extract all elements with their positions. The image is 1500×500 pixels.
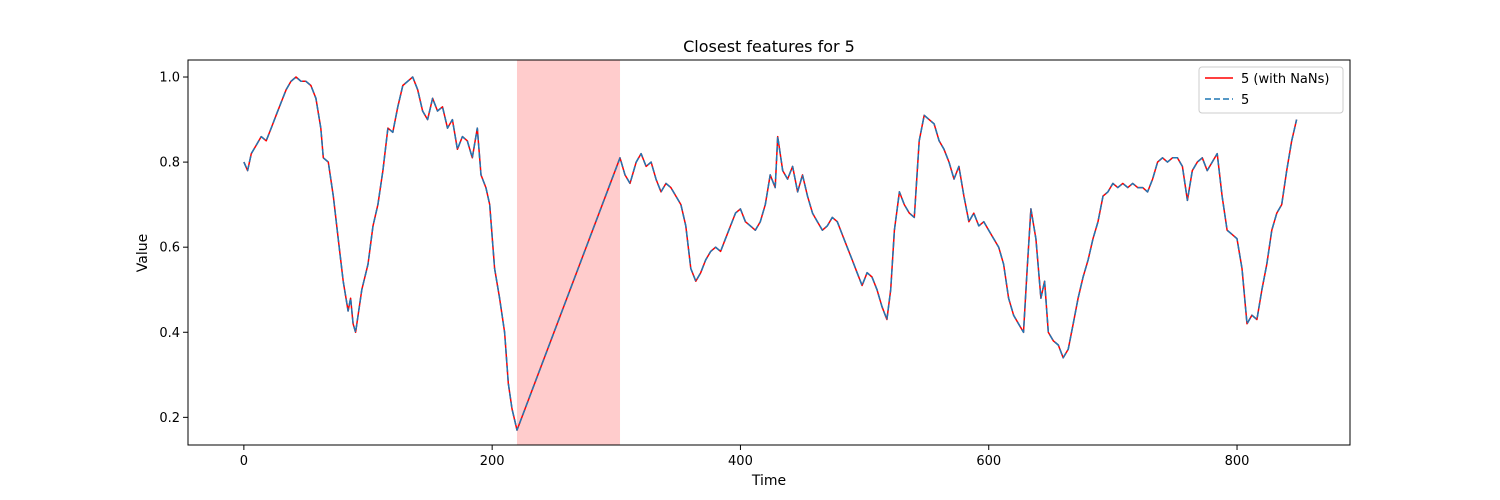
y-tick-label: 1.0 (159, 71, 180, 86)
x-tick-label: 800 (1225, 454, 1250, 469)
chart-title: Closest features for 5 (683, 37, 855, 56)
x-axis-ticks: 0 200 400 600 800 (240, 445, 1250, 469)
x-tick-label: 0 (240, 454, 248, 469)
y-tick-label: 0.6 (159, 241, 180, 256)
legend: 5 (with NaNs) 5 (1198, 66, 1344, 114)
nan-span-shading (516, 60, 621, 445)
legend-label-original: 5 (1241, 93, 1249, 108)
y-tick-label: 0.4 (159, 326, 180, 341)
series-line-original (243, 76, 1298, 431)
x-axis-label: Time (751, 473, 786, 489)
legend-label-with-nans: 5 (with NaNs) (1241, 72, 1329, 87)
legend-box (1198, 66, 1344, 114)
y-tick-label: 0.8 (159, 156, 180, 171)
x-tick-label: 400 (728, 454, 753, 469)
series-layer (243, 76, 1298, 431)
x-tick-label: 200 (480, 454, 505, 469)
plot-frame (187, 59, 1351, 446)
x-tick-label: 600 (976, 454, 1001, 469)
y-axis-label: Value (135, 234, 151, 272)
nan-span-layer (516, 60, 621, 445)
y-axis-ticks: 0.2 0.4 0.6 0.8 1.0 (159, 71, 188, 426)
y-tick-label: 0.2 (159, 411, 180, 426)
